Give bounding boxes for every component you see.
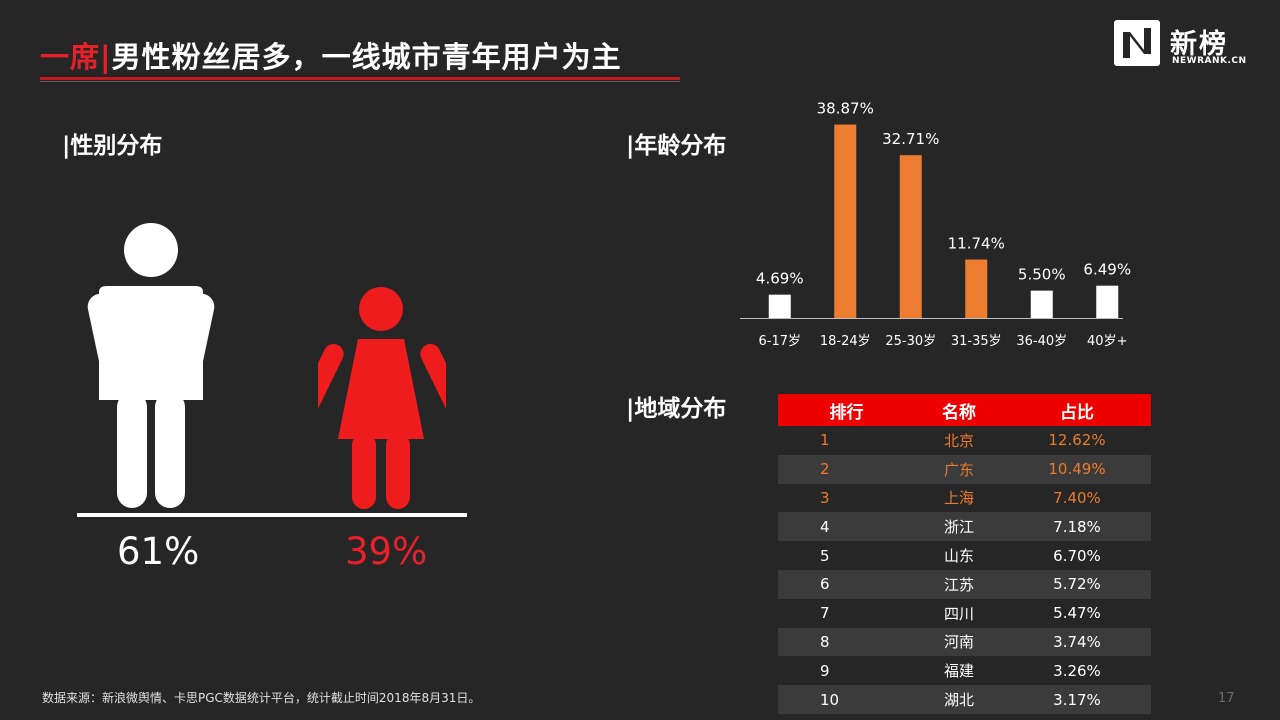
title-underline-shadow: [40, 81, 680, 82]
page-number: 17: [1218, 691, 1235, 706]
bar-4: [1030, 290, 1053, 318]
section-heading-age: |年龄分布: [626, 133, 727, 159]
bar-2: [899, 155, 922, 318]
footnote: 数据来源：新浪微舆情、卡思PGC数据统计平台，统计截止时间2018年8月31日。: [42, 691, 481, 705]
share-cell: 5.47%: [1053, 604, 1101, 623]
header-name: 名称: [915, 394, 1003, 426]
table-row: 9 福建 3.26%: [778, 656, 1151, 686]
bar-5: [1096, 285, 1119, 318]
data-label: 6.49%: [1083, 261, 1131, 279]
name-cell: 山东: [943, 547, 974, 566]
male-person-icon: [87, 223, 215, 508]
tick-label: 36-40岁: [1016, 334, 1067, 349]
name-cell: 上海: [943, 489, 974, 508]
rank-cell: 2: [820, 460, 830, 479]
rank-cell: 10: [820, 690, 840, 709]
male-percentage: 61%: [117, 530, 200, 573]
share-cell: 5.72%: [1053, 575, 1101, 594]
table-row: 1 北京 12.62%: [778, 426, 1151, 455]
name-cell: 广东: [943, 460, 974, 479]
table-row: 6 江苏 5.72%: [778, 569, 1151, 599]
age-bar-chart: 4.69% 6-17岁 38.87% 18-24岁 32.71% 25-30岁 11.74%…: [740, 100, 1131, 349]
table-row: 4 浙江 7.18%: [778, 512, 1151, 542]
data-label: 4.69%: [756, 270, 804, 288]
newrank-logo-icon: [1114, 20, 1160, 66]
female-percentage: 39%: [345, 530, 428, 573]
title-underline: [40, 77, 680, 80]
rank-cell: 8: [820, 632, 830, 651]
data-label: 5.50%: [1018, 266, 1066, 284]
header-rank: 排行: [778, 394, 915, 426]
bar-3: [965, 259, 988, 318]
title-highlight: 一席|: [40, 40, 112, 74]
rank-cell: 7: [820, 604, 830, 623]
data-label: 32.71%: [882, 130, 939, 148]
data-label: 11.74%: [948, 235, 1005, 253]
data-label: 38.87%: [817, 100, 874, 118]
name-cell: 北京: [943, 431, 974, 450]
bar-1: [834, 124, 857, 319]
ground-line: [77, 513, 467, 517]
name-cell: 河南: [943, 633, 974, 652]
section-heading-region: |地域分布: [626, 396, 727, 422]
share-cell: 7.40%: [1053, 488, 1101, 507]
logo-text-cn: 新榜: [1170, 29, 1228, 60]
bar-0: [768, 294, 791, 318]
female-person-icon: [318, 287, 446, 509]
header-share: 占比: [1002, 394, 1151, 426]
name-cell: 湖北: [943, 691, 974, 710]
table-row: 2 广东 10.49%: [778, 454, 1151, 484]
title-text: 男性粉丝居多，一线城市青年用户为主: [111, 40, 622, 74]
rank-cell: 6: [820, 575, 830, 594]
share-cell: 6.70%: [1053, 546, 1101, 565]
name-cell: 浙江: [943, 518, 974, 537]
page-title: 一席|男性粉丝居多，一线城市青年用户为主: [40, 34, 622, 76]
share-cell: 3.74%: [1053, 632, 1101, 651]
region-table: 排行 名称 占比 1 北京 12.62% 2 广东 10.49% 3 上海 7.40% 4 浙江 7.…: [778, 394, 1151, 714]
share-cell: 7.18%: [1053, 517, 1101, 536]
share-cell: 12.62%: [1048, 431, 1106, 450]
tick-label: 31-35岁: [951, 334, 1002, 349]
table-row: 10 湖北 3.17%: [778, 685, 1151, 714]
table-row: 3 上海 7.40%: [778, 483, 1151, 513]
name-cell: 江苏: [943, 575, 974, 594]
tick-label: 25-30岁: [885, 334, 936, 349]
rank-cell: 9: [820, 661, 830, 680]
table-header-row: 排行 名称 占比: [778, 394, 1151, 426]
tick-label: 40岁+: [1087, 334, 1127, 349]
section-heading-gender: |性别分布: [62, 133, 163, 159]
share-cell: 3.26%: [1053, 661, 1101, 680]
rank-cell: 1: [820, 431, 830, 450]
rank-cell: 4: [820, 517, 830, 536]
rank-cell: 5: [820, 546, 830, 565]
name-cell: 福建: [943, 662, 974, 681]
share-cell: 3.17%: [1053, 690, 1101, 709]
name-cell: 四川: [943, 604, 974, 623]
table-row: 7 四川 5.47%: [778, 598, 1151, 628]
logo-text-en: NEWRANK.CN: [1172, 56, 1247, 66]
table-row: 5 山东 6.70%: [778, 541, 1151, 570]
table-row: 8 河南 3.74%: [778, 627, 1151, 657]
rank-cell: 3: [820, 488, 830, 507]
share-cell: 10.49%: [1048, 460, 1106, 479]
tick-label: 6-17岁: [758, 334, 801, 349]
tick-label: 18-24岁: [820, 334, 871, 349]
